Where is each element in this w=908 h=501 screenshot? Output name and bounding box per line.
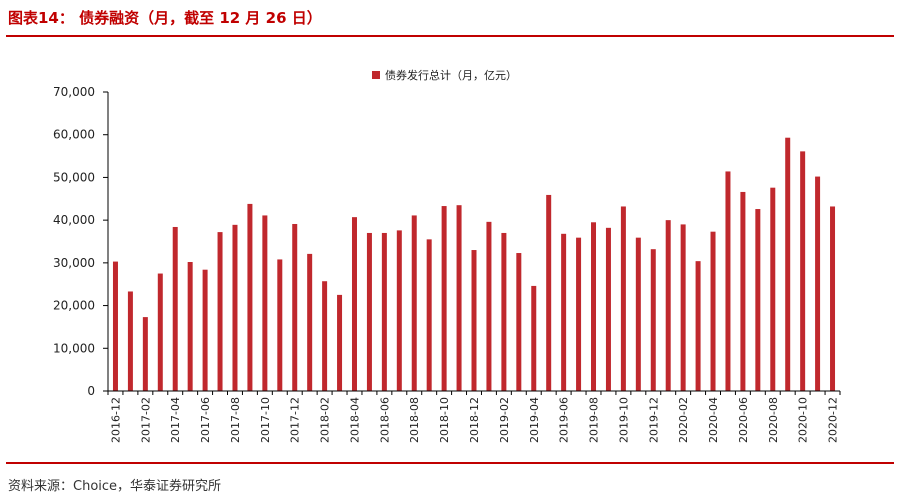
bar	[800, 151, 806, 391]
x-tick-label: 2018-12	[468, 397, 481, 443]
bar	[815, 176, 821, 391]
bar	[740, 191, 746, 391]
bar	[695, 261, 701, 391]
x-tick-label: 2019-08	[588, 397, 601, 443]
bar	[561, 233, 567, 391]
x-tick-label: 2020-12	[827, 397, 840, 443]
x-tick-label: 2020-02	[677, 397, 690, 443]
x-tick-label: 2018-08	[408, 397, 421, 443]
bar	[292, 223, 298, 391]
bar	[322, 281, 328, 391]
bar	[785, 137, 791, 391]
x-tick-label: 2018-02	[319, 397, 332, 443]
bar	[471, 250, 477, 391]
x-tick-label: 2018-10	[438, 397, 451, 443]
x-tick-label: 2020-08	[767, 397, 780, 443]
x-tick-label: 2019-04	[528, 397, 541, 443]
bar	[337, 294, 343, 391]
bar	[605, 227, 611, 391]
y-axis: 0 10,000 20,000 30,000 40,000 50,000 60,000 70,…	[53, 85, 109, 398]
x-tick-label: 2017-04	[169, 397, 182, 443]
y-tick-label: 30,000	[53, 256, 95, 270]
bar	[127, 291, 133, 391]
x-axis: 2016-12 2017-02 2017-04 2017-06 2017-08 2017-…	[107, 390, 841, 443]
y-tick-label: 0	[87, 384, 95, 398]
x-tick-label: 2019-06	[558, 397, 571, 443]
bar	[172, 226, 178, 391]
bar	[411, 215, 417, 391]
bar	[770, 187, 776, 391]
bar	[232, 224, 238, 391]
bar	[112, 261, 118, 391]
bar	[755, 209, 761, 391]
bar	[366, 232, 372, 391]
title-divider	[6, 35, 894, 37]
bar	[157, 273, 163, 391]
bar	[546, 194, 552, 391]
bar	[351, 217, 357, 391]
bar	[665, 220, 671, 391]
y-tick-label: 40,000	[53, 213, 95, 227]
bar	[531, 285, 537, 391]
bars-group	[112, 137, 836, 391]
bar	[381, 232, 387, 391]
bar	[426, 239, 432, 391]
bar	[620, 206, 626, 391]
footer-divider	[6, 462, 894, 464]
legend-label: 债券发行总计（月，亿元）	[385, 68, 517, 82]
x-tick-label: 2017-12	[289, 397, 302, 443]
bar	[650, 249, 656, 391]
bar	[217, 232, 223, 391]
bar	[307, 253, 313, 391]
bar	[725, 171, 731, 391]
bar	[576, 237, 582, 391]
bar	[591, 222, 597, 391]
x-tick-label: 2017-10	[259, 397, 272, 443]
bar	[142, 317, 148, 391]
y-tick-label: 20,000	[53, 299, 95, 313]
bar	[277, 259, 283, 391]
x-tick-label: 2016-12	[109, 397, 122, 443]
bar	[486, 221, 492, 391]
x-tick-label: 2019-02	[498, 397, 511, 443]
y-tick-label: 60,000	[53, 128, 95, 142]
legend: 债券发行总计（月，亿元）	[372, 68, 517, 82]
bar	[187, 262, 193, 391]
bar	[262, 215, 268, 391]
bar	[516, 253, 522, 391]
bar	[202, 269, 208, 391]
bar	[680, 224, 686, 391]
x-tick-label: 2020-04	[707, 397, 720, 443]
bar	[456, 205, 462, 391]
x-tick-label: 2017-06	[199, 397, 212, 443]
x-tick-label: 2020-10	[797, 397, 810, 443]
y-tick-label: 70,000	[53, 85, 95, 99]
y-tick-label: 10,000	[53, 341, 95, 355]
bar	[247, 203, 253, 391]
page-title: 图表14： 债券融资（月，截至 12 月 26 日）	[8, 9, 322, 27]
bar	[830, 206, 836, 391]
bar	[396, 230, 402, 391]
bar	[441, 206, 447, 391]
x-tick-label: 2019-10	[617, 397, 630, 443]
x-tick-label: 2017-02	[139, 397, 152, 443]
legend-swatch	[372, 71, 380, 79]
y-tick-label: 50,000	[53, 170, 95, 184]
x-tick-label: 2017-08	[229, 397, 242, 443]
x-tick-label: 2019-12	[647, 397, 660, 443]
bar	[501, 232, 507, 391]
x-tick-label: 2020-06	[737, 397, 750, 443]
x-tick-label: 2018-06	[378, 397, 391, 443]
bar	[710, 231, 716, 391]
source-note: 资料来源：Choice，华泰证券研究所	[8, 479, 222, 494]
bar	[635, 237, 641, 391]
x-tick-label: 2018-04	[348, 397, 361, 443]
